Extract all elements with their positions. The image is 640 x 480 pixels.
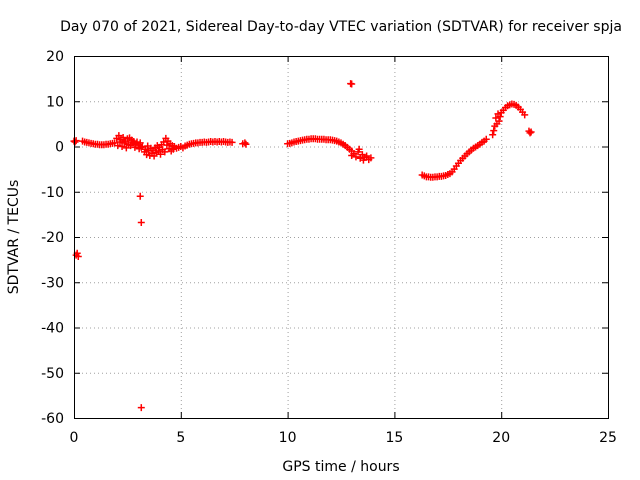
data-point [157,150,165,158]
data-point [367,154,375,162]
data-point [136,139,144,147]
chart-title: Day 070 of 2021, Sidereal Day-to-day VTE… [60,19,622,35]
data-point [489,131,497,139]
data-point [114,142,122,150]
data-point [137,219,145,227]
data-points [70,80,535,412]
data-point [71,138,79,146]
y-tick-label: -10 [41,185,64,201]
data-point [492,114,500,122]
data-point [118,143,126,150]
data-point [348,80,356,88]
y-tick-label: -20 [41,230,64,246]
x-tick-label: 15 [385,430,403,446]
data-point [482,135,490,143]
x-axis-label: GPS time / hours [282,459,399,475]
data-point [521,111,529,119]
x-tick-label: 20 [492,430,510,446]
y-tick-label: -30 [41,275,64,291]
x-tick-label: 5 [176,430,185,446]
data-point [490,127,498,135]
data-point [115,132,123,140]
y-tick-label: -50 [41,366,64,382]
data-point [355,145,363,153]
x-tick-label: 25 [599,430,617,446]
data-point [72,137,80,145]
data-point [161,148,169,156]
data-point [228,138,236,146]
data-point [74,252,82,260]
data-point [526,129,534,137]
data-point [137,143,145,151]
data-point [137,404,145,412]
data-point [136,192,144,200]
tick-layer: -60 -50 -40 -30 -20 -10 0 10 20 0 5 10 15 20 25 [41,49,617,446]
y-tick-label: -40 [41,321,64,337]
plot-frame [74,56,609,419]
x-tick-label: 10 [279,430,297,446]
y-tick-label: 20 [46,49,64,65]
data-point [363,152,371,160]
data-point [495,117,503,125]
data-point [241,139,249,147]
data-point [150,152,158,160]
data-point [527,128,535,136]
data-point [242,140,250,148]
data-point [119,133,127,141]
y-tick-label: -60 [41,411,64,427]
grid-layer [74,56,608,418]
y-tick-label: 0 [55,140,64,156]
data-point [352,153,360,161]
data-point [133,138,141,146]
y-axis-label: SDTVAR / TECUs [6,180,22,295]
data-point [122,144,130,152]
y-tick-label: 10 [46,94,64,110]
data-point [160,138,168,146]
data-point [496,113,504,121]
data-point [143,151,151,159]
x-tick-label: 0 [70,430,79,446]
